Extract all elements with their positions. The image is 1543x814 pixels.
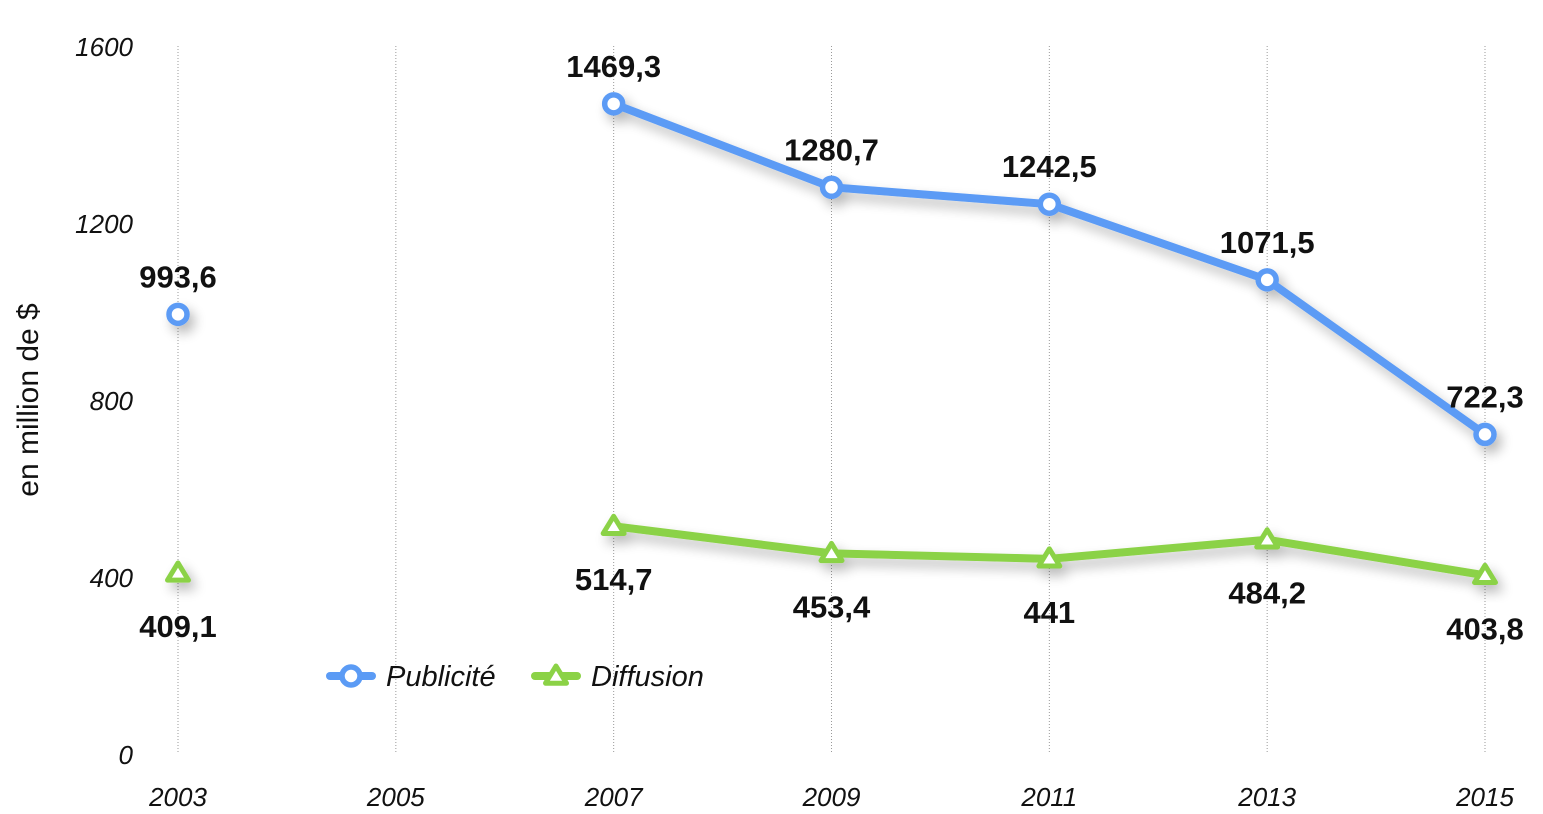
y-tick-label: 1600 [75, 32, 133, 62]
x-tick-label: 2007 [584, 782, 644, 812]
diffusion-data-label: 453,4 [793, 589, 871, 624]
data-labels: 993,6 1469,3 1280,7 1242,5 1071,5 722,3 409,1 5… [139, 49, 1524, 646]
series-publicite [166, 92, 1497, 447]
diffusion-point [165, 560, 191, 583]
legend-item-publicite: Publicité [326, 661, 496, 693]
diffusion-point [1254, 527, 1281, 550]
legend-item-diffusion: Diffusion [531, 661, 704, 693]
publicite-point [601, 92, 626, 116]
diffusion-point-legend-marker [543, 663, 569, 686]
x-tick-label: 2013 [1237, 782, 1296, 812]
diffusion-data-label: 514,7 [575, 562, 653, 597]
y-axis-label: en million de $ [12, 303, 45, 497]
gridlines [177, 46, 1486, 754]
diffusion-data-label: 409,1 [139, 609, 217, 644]
publicite-point [1473, 422, 1497, 447]
x-tick-label: 2011 [1020, 782, 1077, 812]
x-tick-label: 2005 [366, 782, 425, 812]
diffusion-point [600, 513, 627, 536]
series-layer [165, 92, 1498, 586]
x-tick-label: 2015 [1455, 782, 1514, 812]
publicite-data-label: 722,3 [1446, 379, 1524, 414]
y-axis: 0 400 800 1200 1600 [75, 32, 133, 770]
publicite-point [819, 175, 844, 200]
publicite-data-label: 1242,5 [1002, 149, 1097, 184]
diffusion-data-label: 403,8 [1446, 611, 1524, 646]
x-axis: 2003 2005 2007 2009 2011 2013 2015 [148, 782, 1514, 812]
y-tick-label: 800 [90, 386, 134, 416]
diffusion-point [818, 540, 845, 564]
publicite-point [1255, 268, 1279, 292]
diffusion-data-label: 484,2 [1228, 576, 1306, 611]
y-tick-label: 400 [90, 563, 134, 593]
legend: Publicité Diffusion [326, 661, 704, 693]
y-tick-label: 0 [119, 740, 134, 770]
publicite-data-label: 1071,5 [1220, 225, 1315, 260]
publicite-data-label: 1469,3 [566, 49, 661, 84]
diffusion-point [1036, 546, 1063, 569]
y-tick-label: 1200 [75, 209, 133, 239]
diffusion-point [1472, 562, 1498, 586]
diffusion-data-label: 441 [1023, 595, 1075, 630]
x-tick-label: 2003 [148, 782, 207, 812]
publicite-point [1037, 192, 1062, 216]
series-diffusion [165, 513, 1498, 586]
publicite-data-label: 993,6 [139, 259, 217, 294]
legend-label: Publicité [386, 661, 496, 693]
publicite-point-legend-marker [339, 664, 363, 688]
legend-label: Diffusion [591, 661, 704, 693]
x-tick-label: 2009 [802, 782, 861, 812]
publicite-point [166, 302, 190, 327]
publicite-data-label: 1280,7 [784, 132, 879, 167]
